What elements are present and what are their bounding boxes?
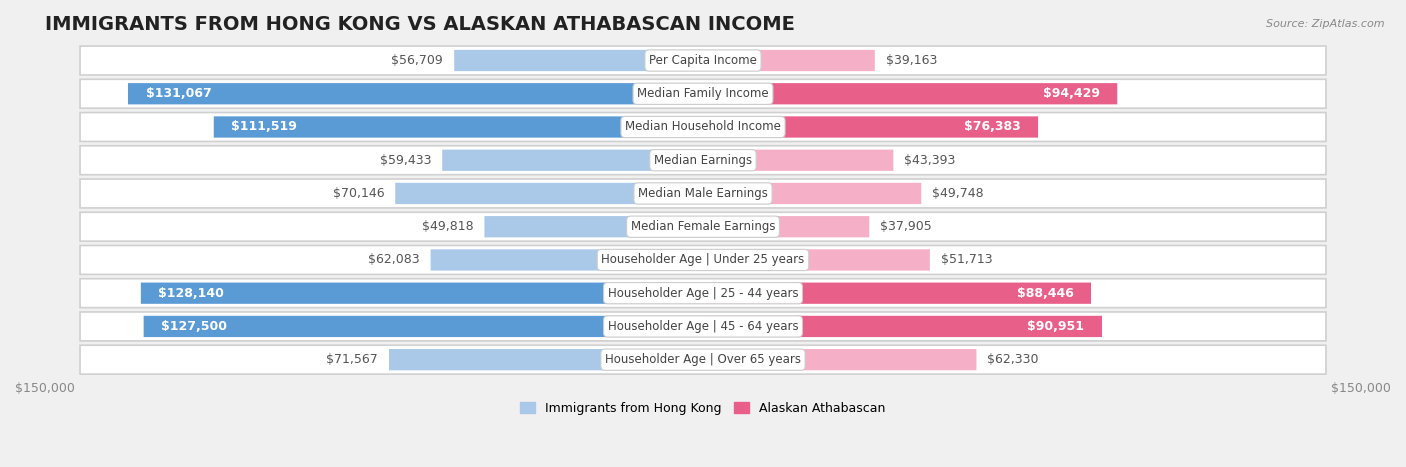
FancyBboxPatch shape (485, 216, 703, 237)
FancyBboxPatch shape (443, 149, 703, 171)
Text: $128,140: $128,140 (159, 287, 225, 300)
Text: Median Male Earnings: Median Male Earnings (638, 187, 768, 200)
FancyBboxPatch shape (395, 183, 703, 204)
Text: Householder Age | Over 65 years: Householder Age | Over 65 years (605, 353, 801, 366)
Text: Householder Age | 25 - 44 years: Householder Age | 25 - 44 years (607, 287, 799, 300)
FancyBboxPatch shape (703, 316, 1102, 337)
FancyBboxPatch shape (80, 79, 1326, 108)
Text: Householder Age | 45 - 64 years: Householder Age | 45 - 64 years (607, 320, 799, 333)
FancyBboxPatch shape (703, 50, 875, 71)
Legend: Immigrants from Hong Kong, Alaskan Athabascan: Immigrants from Hong Kong, Alaskan Athab… (516, 397, 890, 420)
Text: $59,433: $59,433 (380, 154, 432, 167)
Text: $62,083: $62,083 (368, 254, 419, 267)
Text: $127,500: $127,500 (162, 320, 228, 333)
Text: $56,709: $56,709 (391, 54, 443, 67)
Text: $51,713: $51,713 (941, 254, 993, 267)
FancyBboxPatch shape (703, 83, 1118, 105)
FancyBboxPatch shape (141, 283, 703, 304)
Text: $43,393: $43,393 (904, 154, 956, 167)
Text: $49,818: $49,818 (422, 220, 474, 233)
Text: $62,330: $62,330 (987, 353, 1039, 366)
Text: $49,748: $49,748 (932, 187, 984, 200)
FancyBboxPatch shape (143, 316, 703, 337)
Text: $76,383: $76,383 (963, 120, 1021, 134)
FancyBboxPatch shape (703, 216, 869, 237)
FancyBboxPatch shape (80, 212, 1326, 241)
FancyBboxPatch shape (80, 345, 1326, 374)
Text: $88,446: $88,446 (1017, 287, 1073, 300)
Text: Per Capita Income: Per Capita Income (650, 54, 756, 67)
Text: $131,067: $131,067 (146, 87, 211, 100)
FancyBboxPatch shape (80, 279, 1326, 308)
Text: Median Household Income: Median Household Income (626, 120, 780, 134)
FancyBboxPatch shape (703, 249, 929, 270)
FancyBboxPatch shape (80, 179, 1326, 208)
FancyBboxPatch shape (430, 249, 703, 270)
FancyBboxPatch shape (80, 312, 1326, 341)
Text: $90,951: $90,951 (1028, 320, 1084, 333)
FancyBboxPatch shape (80, 46, 1326, 75)
Text: $39,163: $39,163 (886, 54, 938, 67)
FancyBboxPatch shape (703, 149, 893, 171)
FancyBboxPatch shape (703, 183, 921, 204)
FancyBboxPatch shape (389, 349, 703, 370)
Text: IMMIGRANTS FROM HONG KONG VS ALASKAN ATHABASCAN INCOME: IMMIGRANTS FROM HONG KONG VS ALASKAN ATH… (45, 15, 794, 34)
Text: Median Earnings: Median Earnings (654, 154, 752, 167)
FancyBboxPatch shape (703, 283, 1091, 304)
FancyBboxPatch shape (80, 246, 1326, 275)
Text: $111,519: $111,519 (232, 120, 297, 134)
FancyBboxPatch shape (128, 83, 703, 105)
FancyBboxPatch shape (454, 50, 703, 71)
Text: Householder Age | Under 25 years: Householder Age | Under 25 years (602, 254, 804, 267)
FancyBboxPatch shape (214, 116, 703, 138)
FancyBboxPatch shape (80, 146, 1326, 175)
Text: Source: ZipAtlas.com: Source: ZipAtlas.com (1267, 19, 1385, 28)
FancyBboxPatch shape (703, 116, 1038, 138)
Text: $94,429: $94,429 (1043, 87, 1099, 100)
Text: $70,146: $70,146 (333, 187, 384, 200)
Text: Median Female Earnings: Median Female Earnings (631, 220, 775, 233)
FancyBboxPatch shape (703, 349, 976, 370)
Text: $37,905: $37,905 (880, 220, 932, 233)
FancyBboxPatch shape (80, 113, 1326, 142)
Text: $71,567: $71,567 (326, 353, 378, 366)
Text: Median Family Income: Median Family Income (637, 87, 769, 100)
